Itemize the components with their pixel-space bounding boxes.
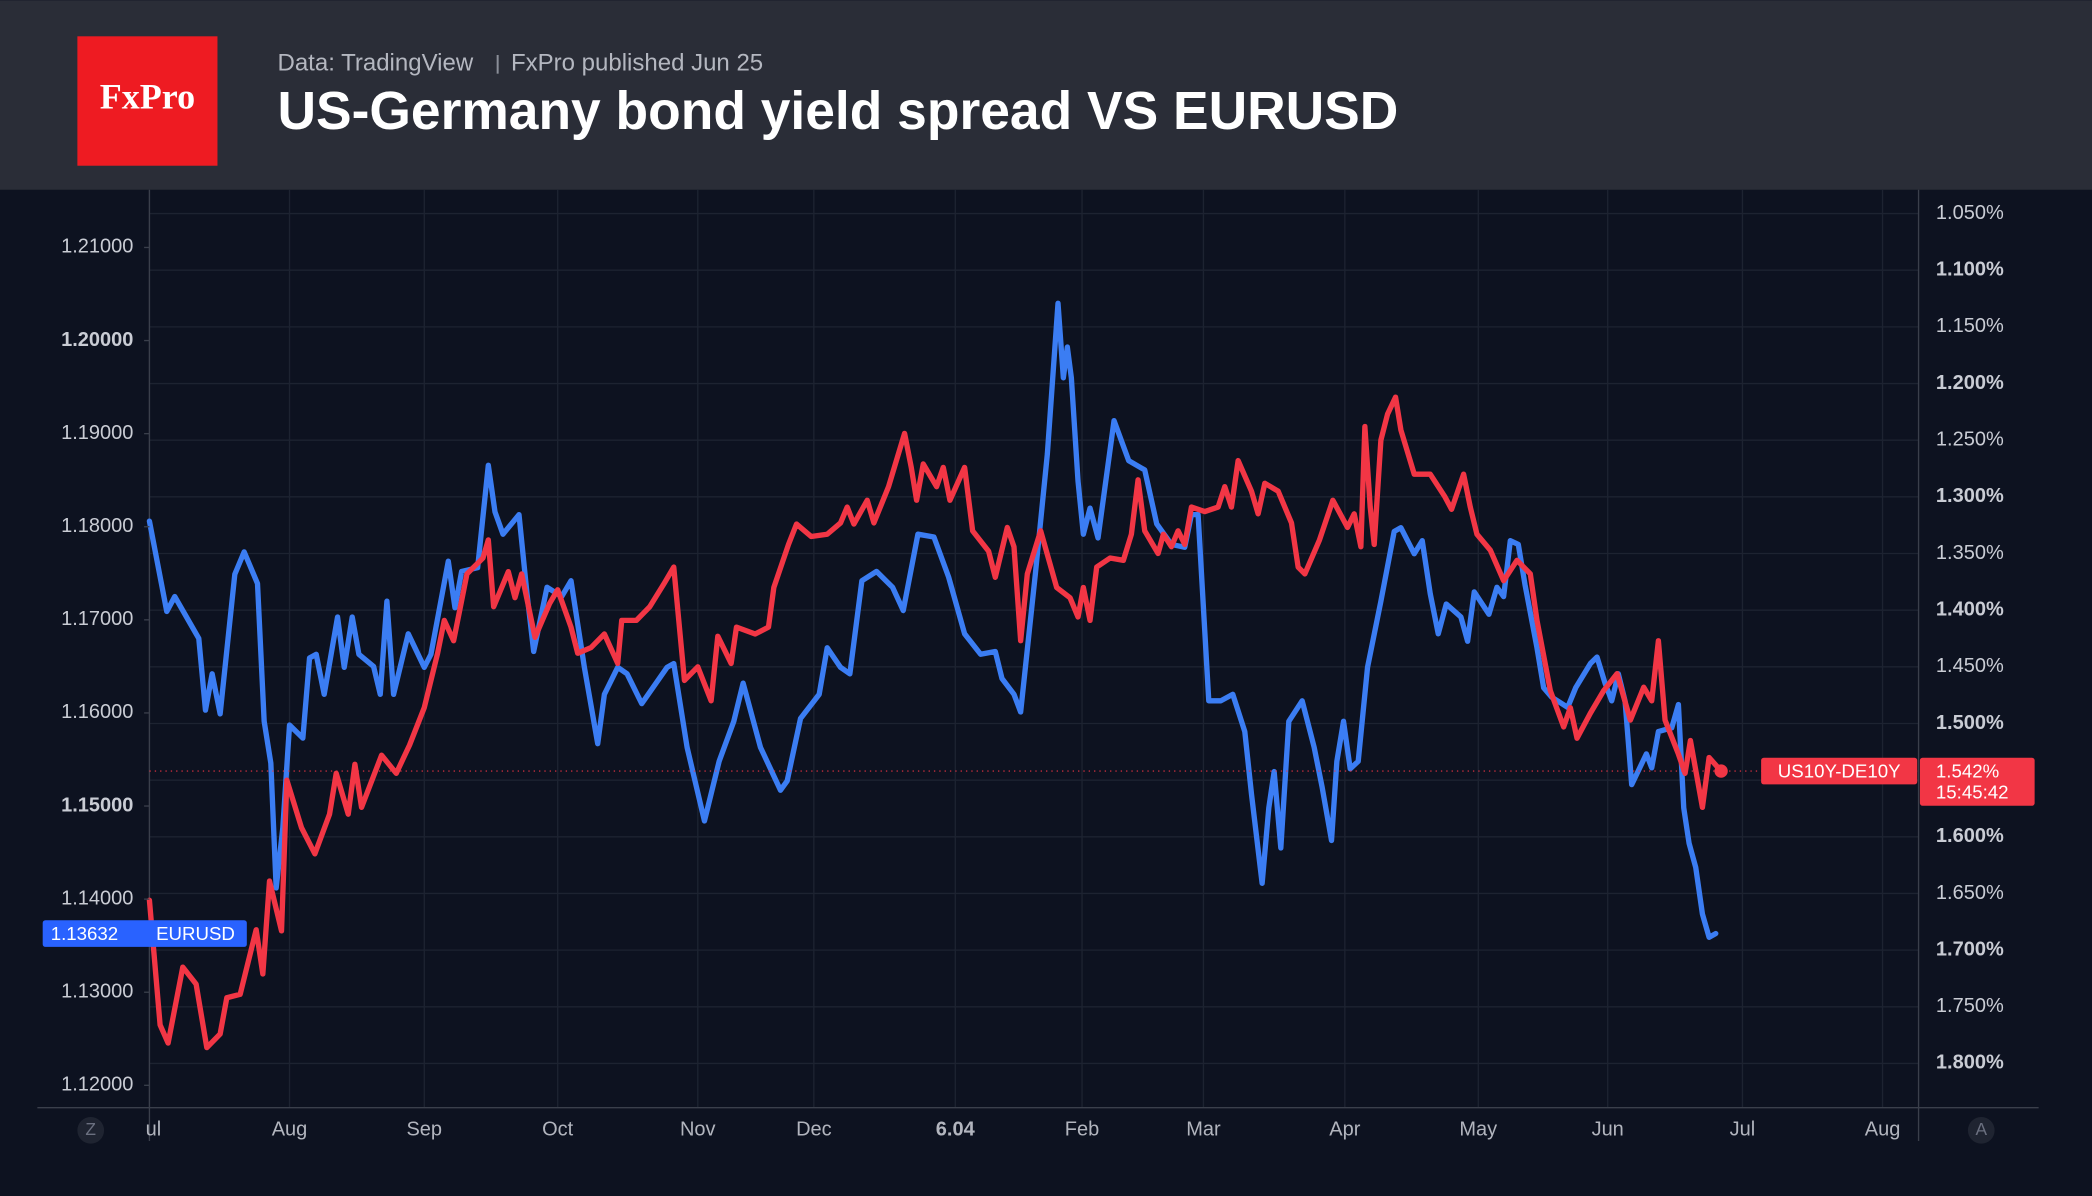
y2-tick-label: 1.450% [1936,655,2004,677]
last-value-box [42,920,247,947]
y2-tick-label: 1.650% [1936,882,2004,904]
logo-text: FxPro [100,77,195,117]
x-tick-label: Feb [1065,1119,1099,1141]
y2-tick-label: 1.250% [1936,428,2004,450]
y2-tick-label: 1.700% [1936,938,2004,960]
y2-tick-label: 1.600% [1936,825,2004,847]
axes [37,189,2039,1142]
y2-tick-label: 1.150% [1936,315,2004,337]
series-name: US10Y-DE10Y [1778,760,1901,781]
y-tick-label: 1.17000 [61,608,133,630]
x-tick-label: Nov [680,1119,716,1141]
y2-tick-label: 1.200% [1936,372,2004,394]
y-tick-label: 1.12000 [61,1074,133,1096]
y2-tick-label: 1.750% [1936,995,2004,1017]
chart-title: US-Germany bond yield spread VS EURUSD [278,82,1399,141]
y-tick-label: 1.14000 [61,887,133,909]
series-name: EURUSD [156,923,235,944]
y-tick-label: 1.18000 [61,515,133,537]
control-button[interactable] [77,1116,105,1144]
control-label[interactable]: A [1975,1119,1987,1139]
y-tick-label: 1.15000 [61,794,133,816]
y2-tick-label: 1.400% [1936,598,2004,620]
y2-tick-label: 1.050% [1936,202,2004,224]
control-button[interactable] [1967,1116,1995,1144]
x-tick-label: Aug [1865,1119,1901,1141]
y-tick-label: 1.21000 [61,236,133,258]
y-tick-label: 1.19000 [61,422,133,444]
last-point [1714,764,1728,778]
y-tick-label: 1.20000 [61,329,133,351]
x-tick-label: Jul [1730,1119,1756,1141]
last-value-label: 1.542% [1936,760,1999,781]
x-tick-label: Oct [542,1119,574,1141]
y-tick-label: 1.13000 [61,981,133,1003]
y2-tick-label: 1.300% [1936,485,2004,507]
y2-tick-label: 1.500% [1936,712,2004,734]
x-tick-label: 6.04 [936,1119,976,1141]
logo-box [77,36,218,166]
y2-tick-label: 1.100% [1936,258,2004,280]
x-tick-label: ul [146,1119,162,1141]
series-name-box [1761,757,1918,785]
countdown: 15:45:42 [1936,782,2009,803]
control-label[interactable]: Z [85,1119,96,1139]
y2-tick-label: 1.800% [1936,1052,2004,1074]
published: FxPro published Jun 25 [511,50,763,77]
header-band [0,0,2092,190]
y2-tick-label: 1.350% [1936,542,2004,564]
x-tick-label: May [1459,1119,1497,1141]
x-tick-label: Sep [406,1119,442,1141]
x-tick-label: Aug [272,1119,308,1141]
source: Data: TradingView [278,50,474,77]
x-tick-label: Apr [1329,1119,1360,1141]
x-tick-label: Jun [1592,1119,1624,1141]
last-value-box [1919,757,2035,806]
labels: ul Aug Sep Oct Nov Dec 6.04 Feb Mar Apr May Jun Jul A… [42,202,2035,1141]
series-line [146,394,1724,1051]
plot [146,300,1919,1051]
x-tick-label: Dec [796,1119,832,1141]
last-value-label: 1.13632 [51,923,118,944]
y-tick-label: 1.16000 [61,701,133,723]
x-tick-label: Mar [1186,1119,1221,1141]
